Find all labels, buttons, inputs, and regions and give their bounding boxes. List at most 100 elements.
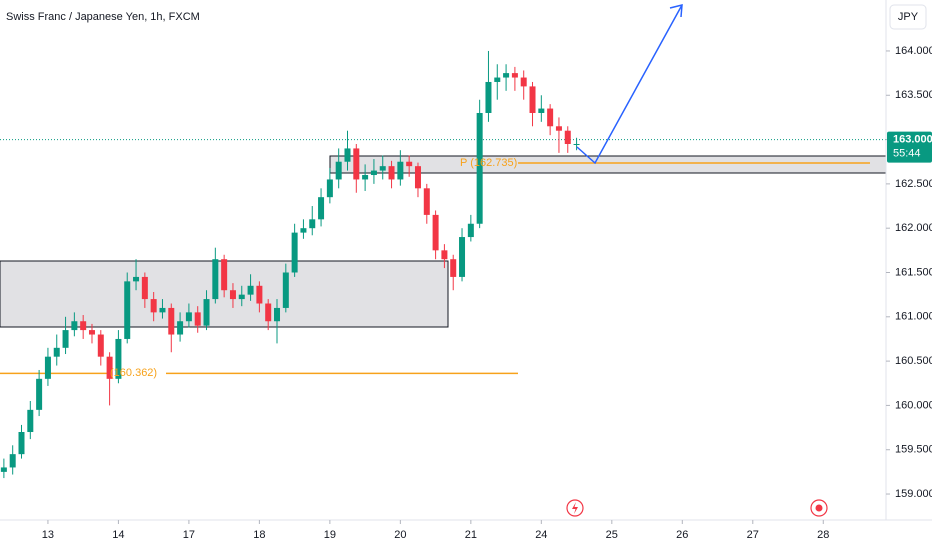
candle-body [62, 330, 69, 348]
y-tick-label: 161.000 [895, 311, 932, 323]
last-price-label: 163.000 [893, 133, 932, 145]
y-tick-label: 159.500 [895, 444, 932, 456]
candle-body [414, 166, 421, 189]
candle-body [538, 108, 545, 113]
candle-body [441, 250, 448, 260]
candle-body [388, 166, 395, 180]
candle-body [203, 299, 210, 326]
candle-body [36, 378, 43, 410]
x-tick-label: 13 [42, 529, 54, 541]
candle-body [353, 148, 360, 180]
y-tick-label: 161.500 [895, 266, 932, 278]
x-tick-label: 25 [606, 529, 618, 541]
candle-body [370, 170, 377, 176]
candle-body [432, 214, 439, 251]
x-tick-label: 17 [183, 529, 195, 541]
y-tick-label: 163.500 [895, 89, 932, 101]
projection-arrow [576, 4, 683, 165]
candle-body [467, 223, 474, 238]
candle-body [335, 161, 342, 180]
candle-body [150, 299, 157, 313]
candle-body [229, 290, 236, 300]
level-label: (160.362) [110, 367, 157, 379]
candle-body [0, 467, 7, 472]
candle-body [115, 338, 122, 379]
candle-body [547, 108, 554, 127]
candle-body [309, 219, 316, 229]
candle-body [159, 307, 166, 313]
candle-body [459, 237, 466, 277]
currency-label[interactable]: JPY [898, 11, 919, 23]
candle-body [318, 197, 325, 220]
candle-body [300, 228, 307, 233]
candle-body [80, 321, 87, 331]
candle-body [344, 148, 351, 162]
candle-body [185, 312, 192, 322]
candle-body [221, 259, 228, 291]
candle-body [256, 285, 263, 304]
candle-body [141, 276, 148, 300]
candle-body [194, 312, 201, 326]
candle-body [529, 86, 536, 113]
candle-body [177, 321, 184, 335]
candles [0, 50, 886, 479]
candle-body [106, 356, 113, 379]
candle-body [97, 334, 104, 357]
candle-body [88, 330, 95, 335]
x-tick-label: 21 [465, 529, 477, 541]
x-tick-label: 18 [253, 529, 265, 541]
candle-body [573, 144, 580, 146]
candle-body [44, 356, 51, 379]
candle-body [450, 259, 457, 277]
x-tick-label: 19 [324, 529, 336, 541]
countdown: 55:44 [893, 147, 921, 159]
currency-button[interactable] [889, 4, 927, 30]
candle-body [27, 409, 34, 433]
x-tick-label: 27 [747, 529, 759, 541]
candle-body [53, 347, 60, 357]
candle-body [511, 73, 518, 78]
candle-body [362, 175, 369, 180]
candle-body [406, 161, 413, 167]
event-dot [815, 504, 823, 512]
chart-title: Swiss Franc / Japanese Yen, 1h, FXCM [6, 11, 200, 23]
y-tick-label: 162.500 [895, 178, 932, 190]
candle-body [326, 179, 333, 198]
candle-body [520, 77, 527, 87]
last-price-tag [887, 131, 932, 163]
candle-body [503, 73, 510, 78]
candle-body [555, 126, 562, 131]
x-tick-label: 28 [817, 529, 829, 541]
candle-body [379, 166, 386, 171]
candle-body [476, 112, 483, 224]
y-tick-label: 160.500 [895, 355, 932, 367]
candle-body [265, 303, 272, 322]
y-tick-label: 164.000 [895, 45, 932, 57]
candle-body [18, 432, 25, 455]
candle-body [9, 454, 16, 468]
x-tick-label: 14 [112, 529, 124, 541]
candle-body [124, 281, 131, 339]
arrow-head [669, 4, 683, 18]
candle-body [274, 307, 281, 322]
y-tick-label: 162.000 [895, 222, 932, 234]
candle-body [485, 81, 492, 113]
zone-box [329, 155, 887, 174]
candle-body [238, 294, 245, 300]
candle-body [291, 232, 298, 273]
candle-body [282, 272, 289, 308]
x-tick-label: 24 [535, 529, 547, 541]
candle-body [168, 307, 175, 335]
y-tick-label: 160.000 [895, 399, 932, 411]
candle-body [212, 259, 219, 300]
candle-body [247, 285, 254, 295]
x-tick-label: 20 [394, 529, 406, 541]
lightning-icon [572, 502, 578, 514]
candle-body [564, 130, 571, 145]
y-tick-label: 159.000 [895, 488, 932, 500]
candle-body [494, 77, 501, 82]
level-label: P (162.735) [460, 157, 517, 169]
candle-body [397, 161, 404, 180]
x-tick-label: 26 [676, 529, 688, 541]
